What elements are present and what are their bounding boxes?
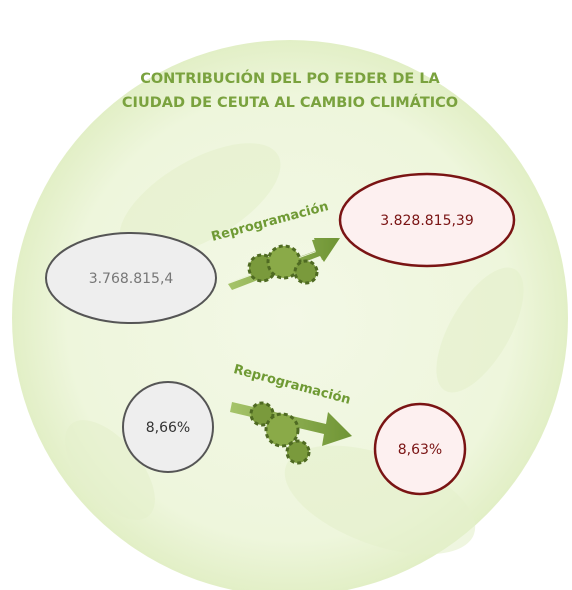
after-value: 8,63% [398,442,442,458]
before-node [122,381,214,473]
arrow [230,401,352,465]
arrow [228,238,340,290]
title: CIUDAD DE CEUTA AL CAMBIO CLIMÁTICO [122,94,458,111]
after-node [338,172,516,268]
after-node [373,402,467,496]
before-value: 3.768.815,4 [89,271,174,287]
title: CONTRIBUCIÓN DEL PO FEDER DE LA [140,69,440,87]
before-node [45,232,217,324]
after-value: 3.828.815,39 [380,213,474,229]
before-value: 8,66% [146,420,190,436]
